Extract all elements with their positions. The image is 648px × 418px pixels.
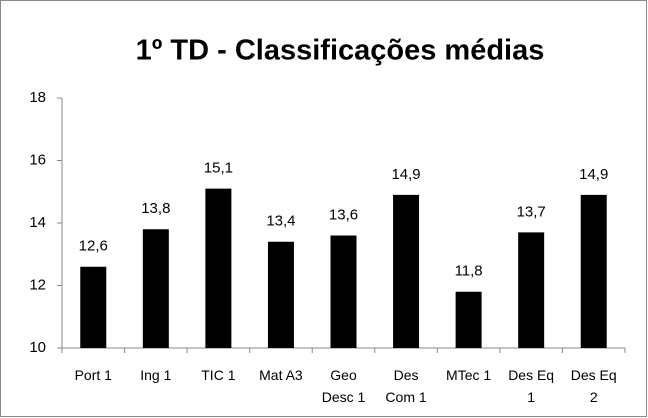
data-label: 15,1	[204, 160, 233, 177]
x-tick-label: TIC 1	[201, 367, 236, 383]
y-tick-label: 14	[29, 214, 46, 231]
y-tick-label: 18	[29, 89, 46, 106]
data-label: 13,7	[517, 203, 546, 220]
x-tick-label: Mat A3	[259, 367, 303, 383]
x-tick-label: Des Eq 2	[570, 367, 617, 405]
x-tick-label: MTec 1	[446, 367, 492, 383]
chart-title: 1º TD - Classificações médias	[136, 35, 545, 67]
y-tick-label: 10	[29, 339, 46, 356]
x-tick-label: Port 1	[74, 367, 112, 383]
bar	[142, 229, 169, 348]
bar	[205, 188, 232, 348]
bar	[393, 194, 420, 348]
data-label: 14,9	[391, 166, 420, 183]
x-tick-label: Ing 1	[140, 367, 172, 383]
bar	[580, 194, 607, 348]
data-label: 11,8	[455, 263, 483, 280]
data-label: 14,9	[579, 166, 608, 183]
data-label: 12,6	[79, 238, 108, 255]
x-tick-label: Des Com 1	[385, 367, 427, 405]
bar	[455, 291, 482, 348]
data-label: 13,8	[141, 200, 170, 217]
bar	[267, 241, 294, 348]
y-tick-label: 16	[29, 151, 46, 168]
data-label: 13,4	[266, 213, 295, 230]
data-label: 13,6	[329, 206, 358, 223]
x-tick-label: Des Eq 1	[508, 367, 555, 405]
bar	[330, 235, 357, 348]
y-tick-label: 12	[29, 276, 46, 293]
bar	[80, 266, 107, 348]
bar	[518, 232, 545, 348]
x-tick-label: Geo Desc 1	[321, 367, 366, 405]
